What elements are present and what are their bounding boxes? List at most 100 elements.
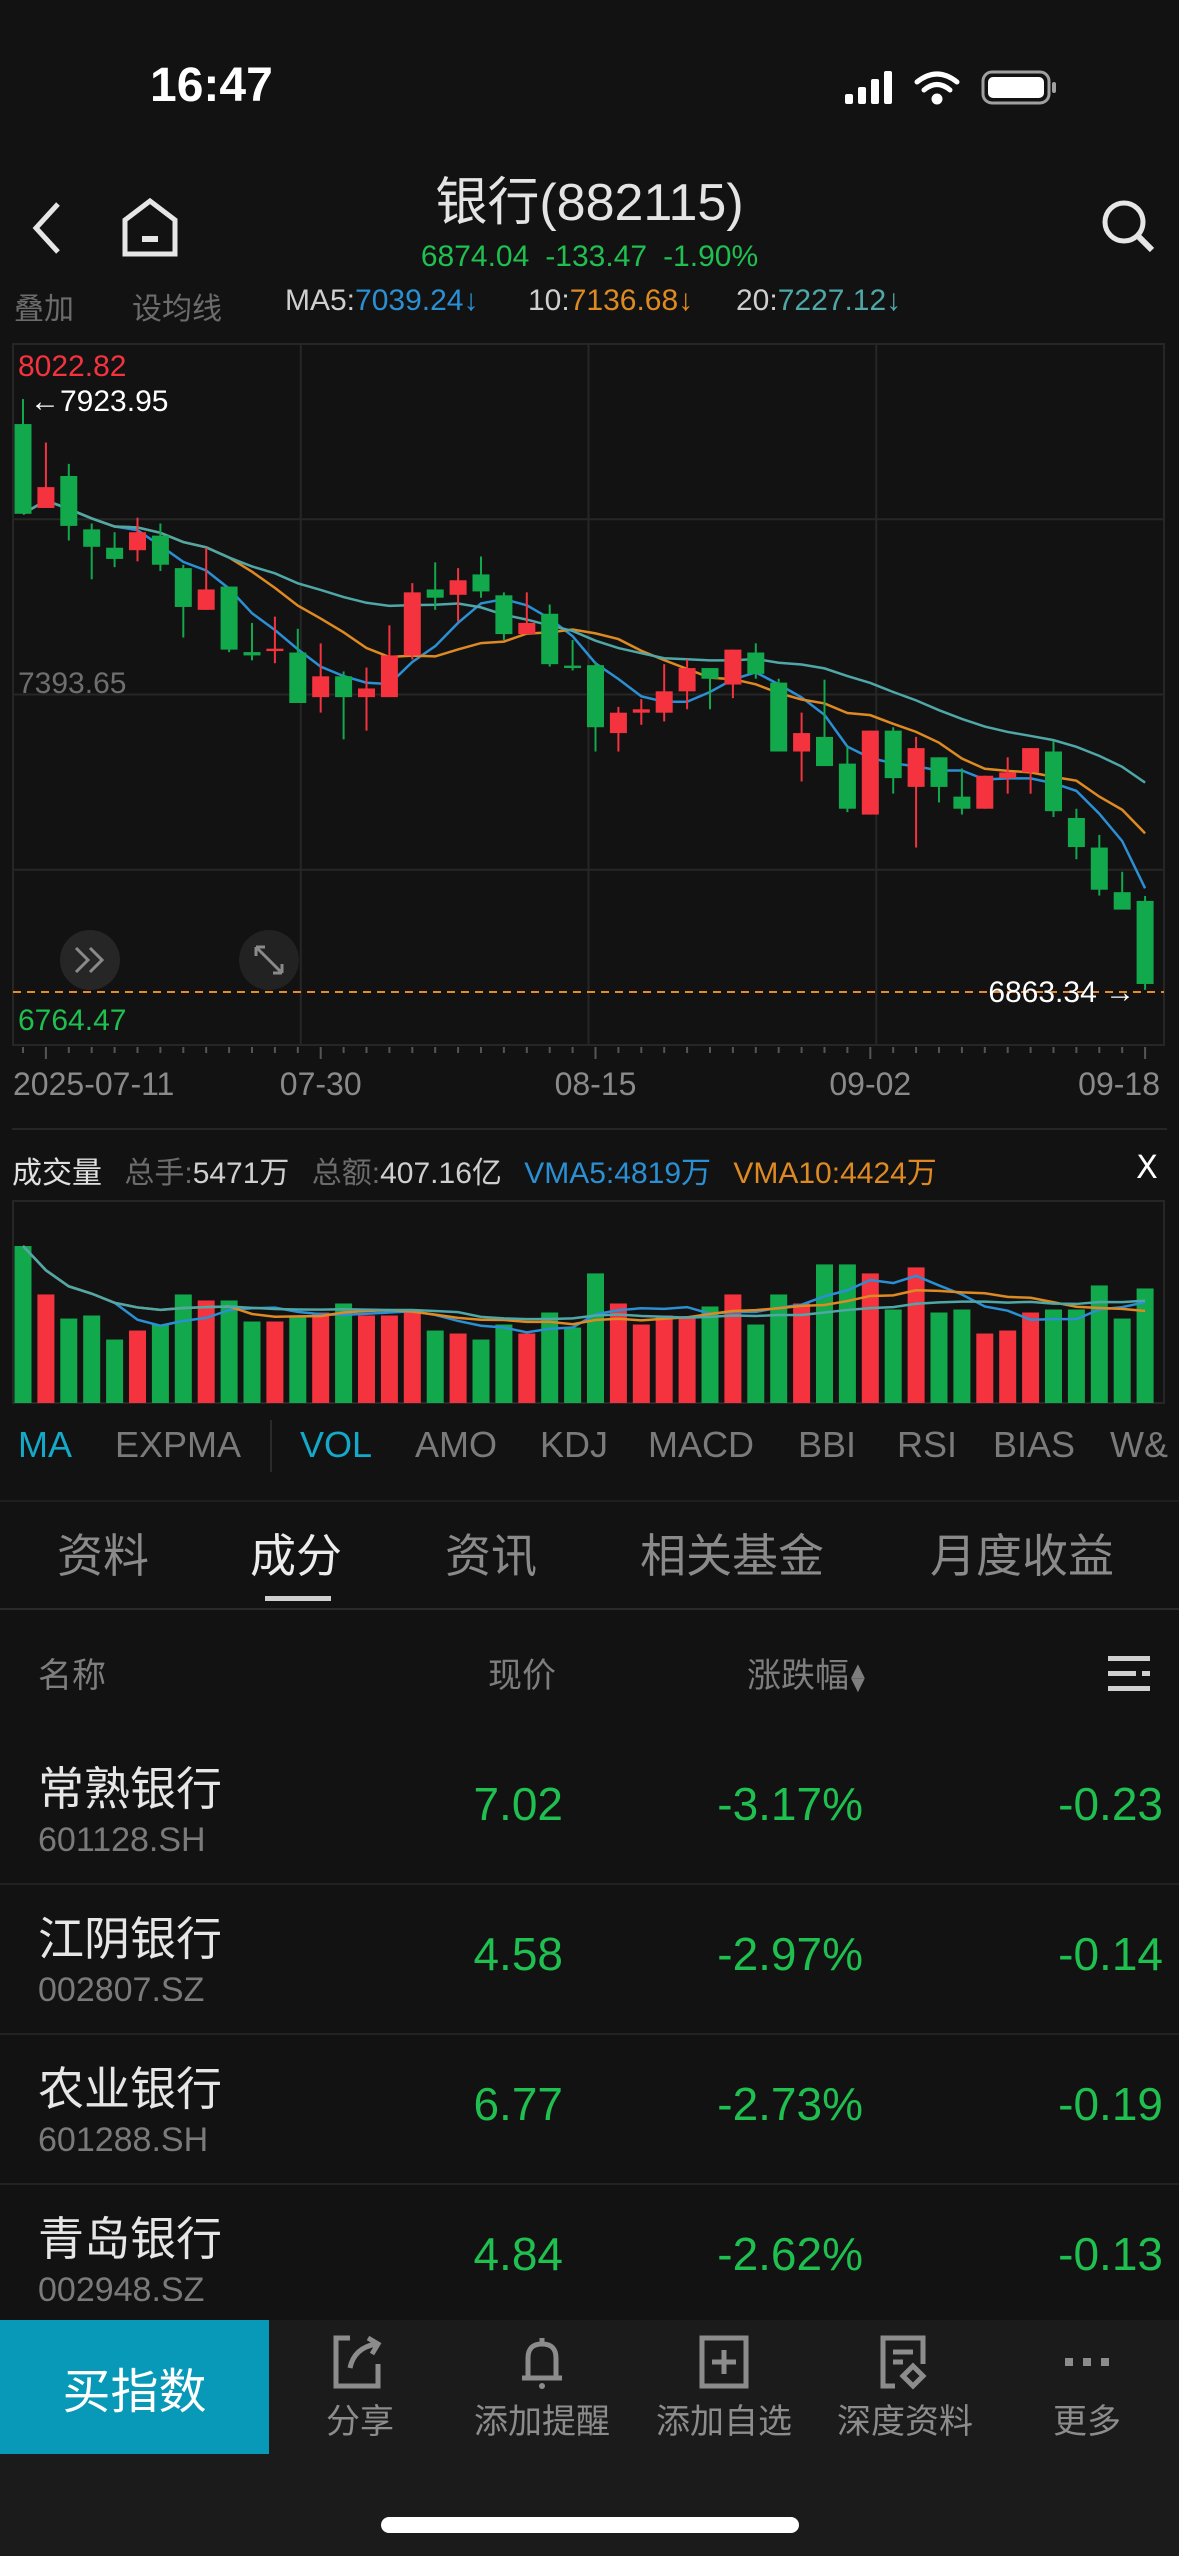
home-icon[interactable] xyxy=(120,198,180,258)
divider xyxy=(0,1500,1179,1502)
candle-body xyxy=(655,691,673,713)
more-label: 更多 xyxy=(1053,2402,1121,2442)
candle xyxy=(495,592,513,640)
volume-bar xyxy=(1113,1318,1131,1403)
search-icon[interactable] xyxy=(1098,196,1158,256)
candle-body xyxy=(838,763,856,809)
more-button[interactable]: 更多 xyxy=(997,2320,1177,2454)
indicator-tab-rsi[interactable]: RSI xyxy=(897,1424,958,1465)
candle-body xyxy=(449,580,467,595)
candle xyxy=(816,679,833,767)
candle-body xyxy=(472,574,490,592)
indicator-tab-bbi[interactable]: BBI xyxy=(798,1424,857,1465)
buy-index-button[interactable]: 买指数 xyxy=(0,2320,269,2454)
candles xyxy=(14,399,1154,990)
expand-icon[interactable] xyxy=(239,930,299,990)
indicator-tab-ma[interactable]: MA xyxy=(18,1424,72,1465)
indicator-tab-expma[interactable]: EXPMA xyxy=(115,1424,242,1465)
scroll-forward-button[interactable] xyxy=(60,930,120,990)
tab-profile[interactable]: 资料 xyxy=(57,1529,149,1583)
candle xyxy=(335,671,353,740)
volume-bar xyxy=(106,1339,124,1403)
candle-body xyxy=(793,733,811,752)
active-tab-indicator xyxy=(265,1596,331,1601)
stock-change-pct: -2.62% xyxy=(717,2228,863,2280)
volume-chart[interactable] xyxy=(0,1195,1179,1410)
candle xyxy=(1090,834,1108,896)
volume-bar xyxy=(1067,1309,1085,1403)
list-item[interactable]: 青岛银行 002948.SZ 4.84 -2.62% -0.13 xyxy=(0,2185,1179,2335)
tab-monthly-returns[interactable]: 月度收益 xyxy=(930,1529,1114,1583)
candle xyxy=(953,768,971,815)
stock-price: 4.84 xyxy=(473,2228,563,2280)
volume-bar xyxy=(312,1312,330,1403)
candle xyxy=(197,547,215,610)
header-price[interactable]: 现价 xyxy=(488,1656,556,1696)
page-title: 银行(882115) xyxy=(435,174,744,232)
set-ma-button[interactable]: 设均线 xyxy=(132,293,222,324)
header-change-pct[interactable]: 涨跌幅 ▲ ▼ xyxy=(747,1648,865,1697)
y-label-mid: 7393.65 xyxy=(18,667,126,700)
volume-bar xyxy=(564,1327,582,1403)
ma5-label: MA5: xyxy=(285,284,356,317)
candle-body xyxy=(1045,751,1062,812)
add-watchlist-button[interactable]: 添加自选 xyxy=(634,2320,814,2454)
more-icon xyxy=(1065,2358,1109,2366)
indicator-tab-w[interactable]: W& xyxy=(1110,1424,1168,1465)
ma-legend: 叠加 设均线 MA5:7039.24↓ 10:7136.68↓ 20:7227.… xyxy=(0,284,1179,324)
candle-body xyxy=(861,730,879,815)
close-volume-button[interactable]: X xyxy=(1136,1148,1158,1186)
ma20-line xyxy=(22,499,1146,784)
candle xyxy=(472,556,490,598)
volume-bar xyxy=(884,1309,902,1403)
tab-constituents[interactable]: 成分 xyxy=(250,1529,342,1583)
back-icon[interactable] xyxy=(28,200,68,256)
volume-bar xyxy=(907,1267,925,1403)
indicator-tab-macd[interactable]: MACD xyxy=(648,1424,754,1465)
indicator-tab-amo[interactable]: AMO xyxy=(415,1424,498,1465)
indicator-divider xyxy=(270,1420,272,1472)
column-settings-icon[interactable] xyxy=(1108,1654,1150,1694)
list-item[interactable]: 常熟银行 601128.SH 7.02 -3.17% -0.23 xyxy=(0,1735,1179,1885)
candle xyxy=(403,583,421,660)
total-hands: 5471万 xyxy=(192,1157,290,1190)
deep-data-button[interactable]: 深度资料 xyxy=(815,2320,995,2454)
volume-bar xyxy=(655,1315,673,1403)
volume-bar xyxy=(14,1246,32,1403)
candle-body xyxy=(884,730,902,779)
indicator-tab-bias[interactable]: BIAS xyxy=(993,1424,1076,1465)
tab-related-funds[interactable]: 相关基金 xyxy=(640,1529,824,1583)
x-label: 07-30 xyxy=(280,1066,362,1102)
add-alert-button[interactable]: 添加提醒 xyxy=(452,2320,632,2454)
stock-price: 6.77 xyxy=(473,2078,563,2130)
volume-bar xyxy=(747,1324,765,1403)
volume-legend: 成交量 总手:5471万 总额:407.16亿 VMA5:4819万 VMA10… xyxy=(12,1148,951,1192)
share-button[interactable]: 分享 xyxy=(270,2320,450,2454)
indicator-tab-vol[interactable]: VOL xyxy=(300,1424,373,1465)
volume-bar xyxy=(495,1324,513,1403)
candlestick-chart[interactable]: 8022.82 7393.65 6764.47 ←7923.95 6863.34 … xyxy=(0,330,1179,1120)
candle xyxy=(1022,748,1040,794)
candle xyxy=(655,664,673,722)
add-watchlist-icon xyxy=(699,2335,749,2389)
candle-body xyxy=(151,535,169,565)
candle xyxy=(1136,896,1154,990)
candle xyxy=(564,639,582,671)
add-watchlist-label: 添加自选 xyxy=(656,2402,792,2442)
volume-bar xyxy=(426,1330,444,1403)
overlay-button[interactable]: 叠加 xyxy=(14,293,74,324)
candle-body xyxy=(724,649,742,685)
stock-name: 江阴银行 xyxy=(38,1912,222,1966)
quote-line: 6874.04 -133.47 -1.90% xyxy=(0,240,1179,274)
volume-bar xyxy=(174,1294,192,1403)
tab-news[interactable]: 资讯 xyxy=(445,1529,537,1583)
candle-body xyxy=(106,547,124,559)
indicator-tab-kdj[interactable]: KDJ xyxy=(540,1424,609,1465)
list-item[interactable]: 农业银行 601288.SH 6.77 -2.73% -0.19 xyxy=(0,2035,1179,2185)
divider xyxy=(12,1128,1167,1130)
candle-body xyxy=(1022,748,1040,773)
total-hands-label: 总手: xyxy=(124,1157,193,1190)
list-item[interactable]: 江阴银行 002807.SZ 4.58 -2.97% -0.14 xyxy=(0,1885,1179,2035)
volume-bar xyxy=(1136,1288,1154,1403)
detail-tabs: 资料 成分 资讯 相关基金 月度收益 xyxy=(0,1510,1179,1610)
